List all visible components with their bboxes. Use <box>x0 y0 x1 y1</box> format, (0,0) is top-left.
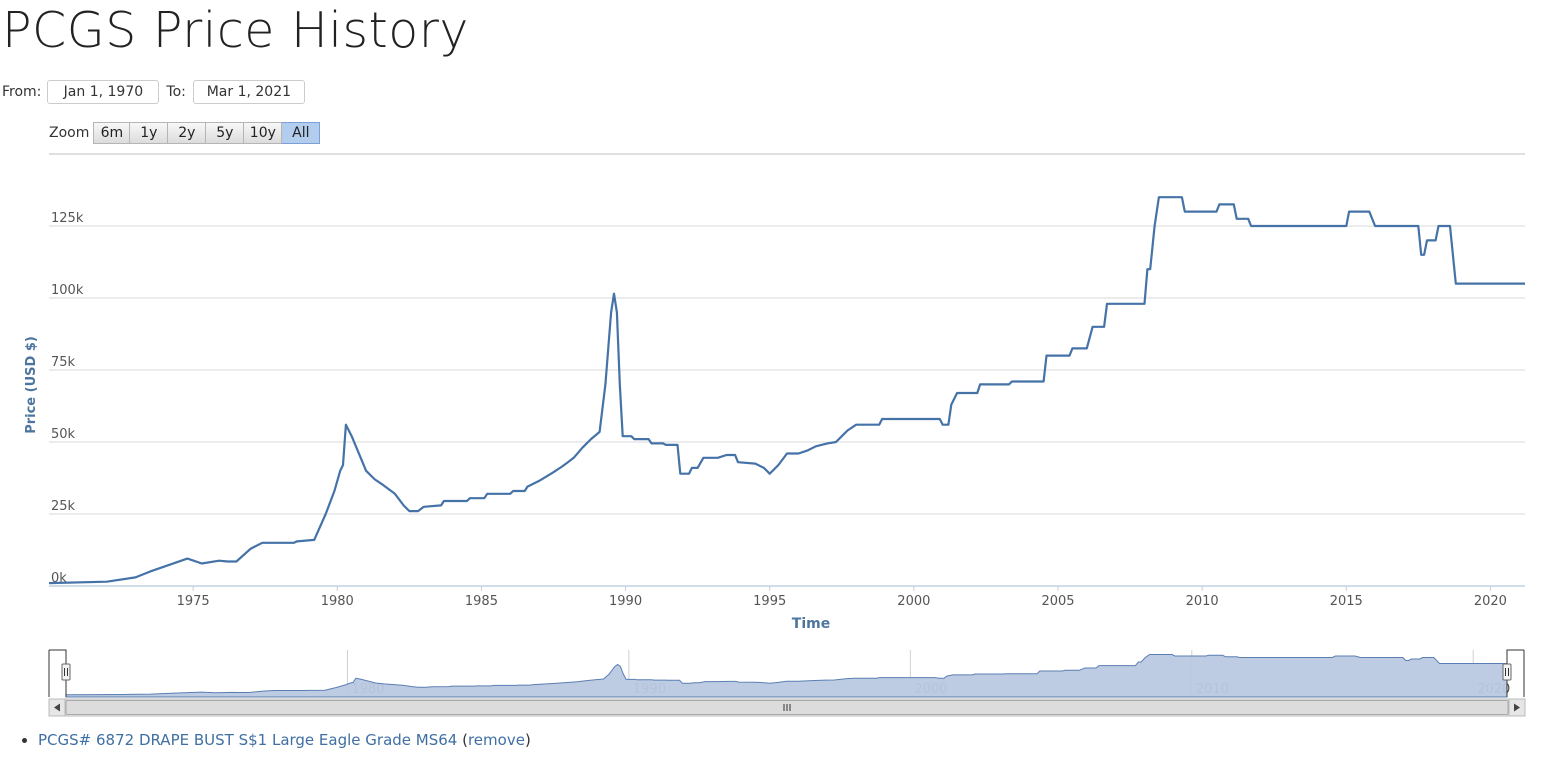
arrow-right-icon <box>1514 703 1520 712</box>
zoom-5y-button[interactable]: 5y <box>206 122 245 144</box>
navigator-right-handle[interactable] <box>1502 663 1512 681</box>
zoom-selector: Zoom 6m 1y 2y 5y 10y All <box>49 122 321 144</box>
zoom-6m-button[interactable]: 6m <box>93 122 131 144</box>
arrow-left-icon <box>54 703 60 712</box>
x-tick-label: 1975 <box>177 594 210 609</box>
to-label: To: <box>166 84 186 100</box>
navigator-area-series <box>65 654 1508 698</box>
to-date-input[interactable] <box>192 80 305 104</box>
x-tick-label: 1995 <box>753 594 786 609</box>
coin-link[interactable]: PCGS# 6872 DRAPE BUST S$1 Large Eagle Gr… <box>38 731 458 749</box>
x-axis-title: Time <box>792 616 830 632</box>
y-tick-label: 75k <box>51 355 76 370</box>
zoom-label: Zoom <box>49 125 90 141</box>
x-tick-label: 2000 <box>897 594 930 609</box>
zoom-10y-button[interactable]: 10y <box>244 122 283 144</box>
x-tick-label: 2020 <box>1474 594 1507 609</box>
y-tick-label: 125k <box>51 211 84 226</box>
y-tick-label: 25k <box>51 499 76 514</box>
date-range-selector: From: To: <box>2 79 305 105</box>
paren-open: ( <box>457 731 468 749</box>
x-tick-label: 2005 <box>1041 594 1074 609</box>
y-tick-label: 100k <box>51 283 84 298</box>
navigator-left-handle[interactable] <box>61 663 71 681</box>
list-item: PCGS# 6872 DRAPE BUST S$1 Large Eagle Gr… <box>38 731 531 749</box>
x-tick-label: 1985 <box>465 594 498 609</box>
x-tick-label: 2010 <box>1186 594 1219 609</box>
paren-close: ) <box>524 731 531 749</box>
y-axis-title: Price (USD $) <box>24 336 39 434</box>
page-title: PCGS Price History <box>2 2 469 59</box>
y-tick-label: 50k <box>51 427 76 442</box>
navigator-outline <box>49 649 1524 697</box>
zoom-1y-button[interactable]: 1y <box>130 122 169 144</box>
x-tick-label: 1990 <box>609 594 642 609</box>
remove-link[interactable]: remove <box>467 731 525 749</box>
coin-list: PCGS# 6872 DRAPE BUST S$1 Large Eagle Gr… <box>18 731 531 749</box>
from-label: From: <box>2 84 42 100</box>
zoom-2y-button[interactable]: 2y <box>168 122 207 144</box>
from-date-input[interactable] <box>47 80 160 104</box>
x-tick-label: 2015 <box>1330 594 1363 609</box>
zoom-all-button[interactable]: All <box>282 122 321 144</box>
x-tick-label: 1980 <box>321 594 354 609</box>
price-series-line <box>48 196 1525 585</box>
